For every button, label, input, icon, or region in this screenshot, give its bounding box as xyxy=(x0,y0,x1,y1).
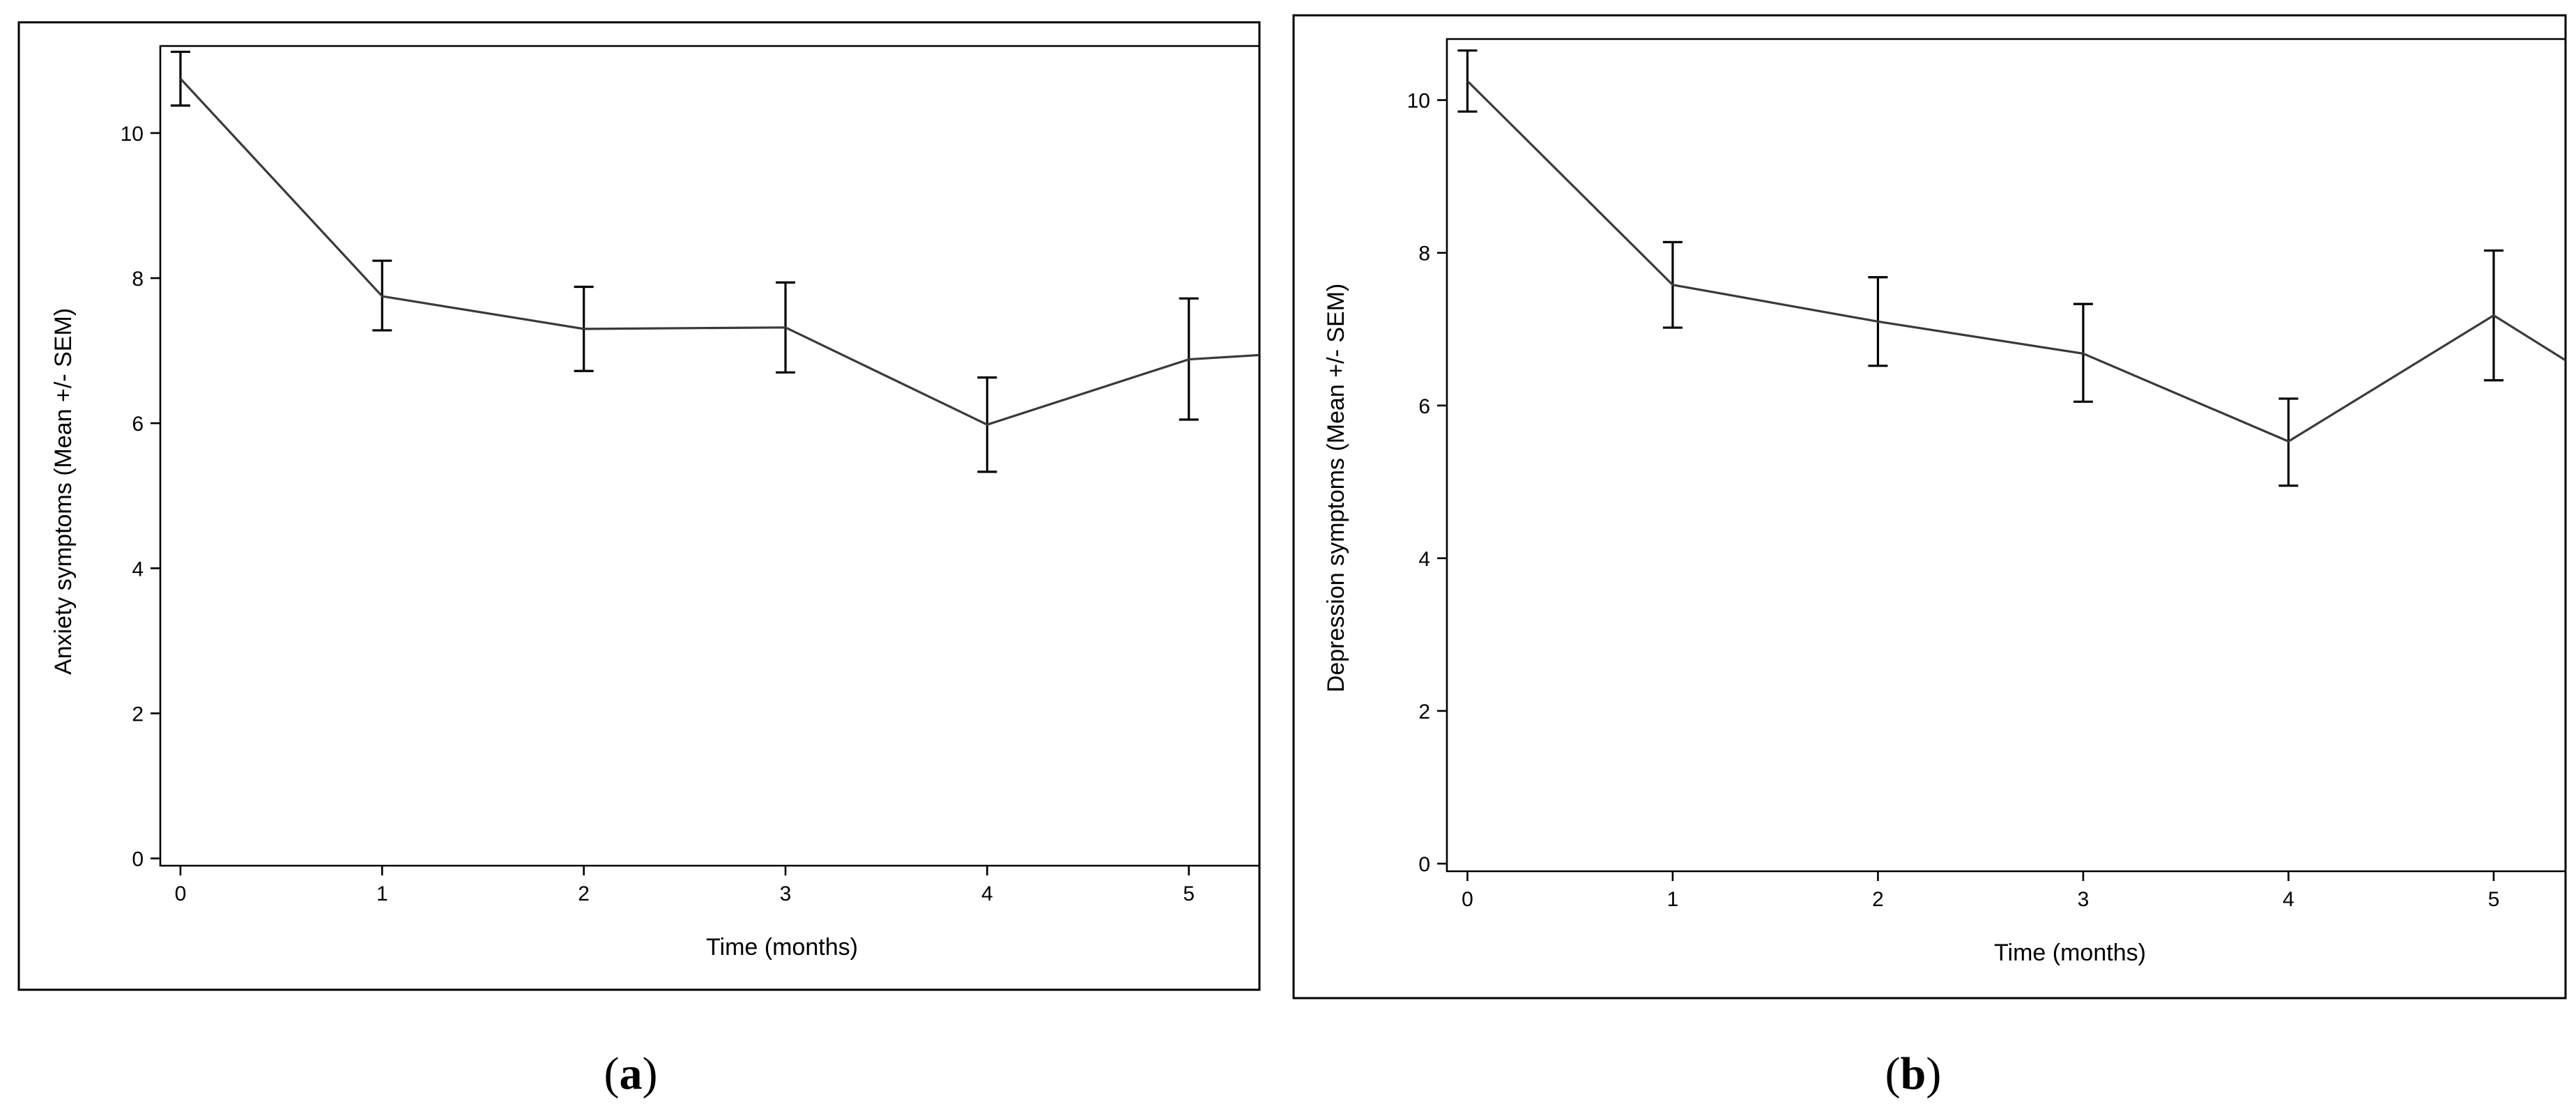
panel-a-axes xyxy=(159,45,1259,867)
panel-a-y-tick-label: 10 xyxy=(121,123,144,146)
panel-b-x-tick-label: 3 xyxy=(2078,888,2090,911)
panel-b-x-axis-label: Time (months) xyxy=(1994,940,2146,966)
panel-a-y-tick-label: 0 xyxy=(132,848,144,871)
panel-a-series-line xyxy=(179,77,1259,426)
panel-b-plot-area xyxy=(1457,49,2566,487)
panel-b-y-axis-label: Depression symptoms (Mean +/- SEM) xyxy=(1323,284,1349,693)
panel-a-y-tick-label: 2 xyxy=(132,703,144,726)
panel-a-x-tick-label: 0 xyxy=(175,882,187,905)
panel-a-x-axis-label: Time (months) xyxy=(706,934,858,960)
panel-a-x-tick-label: 4 xyxy=(981,882,993,905)
panel-b-series-line xyxy=(1466,80,2566,443)
panel-a-x-tick-label: 5 xyxy=(1183,882,1195,905)
panel-a-plot-area xyxy=(170,50,1259,473)
panel-a-x-tick-label: 1 xyxy=(376,882,388,905)
panel-b-axes xyxy=(1446,38,2566,873)
chart-panel-b: 0 2 4 6 8 10 0 1 2 3 4 5 Time (months) Depression s… xyxy=(1292,14,2567,1099)
panel-b-plot: 0 2 4 6 8 10 0 1 2 3 4 5 xyxy=(1407,38,2566,911)
panel-b-x-tick-label: 1 xyxy=(1667,888,1679,911)
panel-b-label: (b) xyxy=(1885,1048,1942,1099)
panel-b-x-tick-label: 0 xyxy=(1462,888,1473,911)
panel-b-x-tick-label: 5 xyxy=(2488,888,2500,911)
panel-a-x-tick-label: 3 xyxy=(780,882,792,905)
panel-b-y-tick-label: 6 xyxy=(1418,395,1430,418)
panel-b-y-tick-label: 4 xyxy=(1418,548,1430,571)
panel-b-y-tick-label: 0 xyxy=(1418,853,1430,876)
panel-b-label-letter: b xyxy=(1901,1048,1926,1099)
panel-a-label: (a) xyxy=(604,1048,658,1099)
panel-a-y-axis-label: Anxiety symptoms (Mean +/- SEM) xyxy=(50,308,77,675)
panel-b-y-tick-label: 2 xyxy=(1418,700,1430,723)
panel-a-x-tick-label: 2 xyxy=(578,882,590,905)
panel-b-y-tick-label: 8 xyxy=(1418,243,1430,266)
panel-a-y-tick-label: 8 xyxy=(132,268,144,291)
panel-b-y-tick-label: 10 xyxy=(1407,90,1430,113)
panel-a-plot: 0 2 4 6 8 10 0 1 2 3 4 5 xyxy=(121,45,1259,905)
panel-b-x-tick-label: 2 xyxy=(1872,888,1884,911)
panel-a-frame xyxy=(17,21,1261,991)
panel-a-y-tick-label: 4 xyxy=(132,558,144,581)
panel-b-frame xyxy=(1292,14,2567,1000)
chart-panel-a: 0 2 4 6 8 10 0 1 2 3 4 5 Time (months) Anxiety symp… xyxy=(17,21,1261,1099)
panel-a-y-tick-label: 6 xyxy=(132,413,144,436)
panel-b-x-tick-label: 4 xyxy=(2283,888,2294,911)
panel-a-label-letter: a xyxy=(620,1048,643,1099)
